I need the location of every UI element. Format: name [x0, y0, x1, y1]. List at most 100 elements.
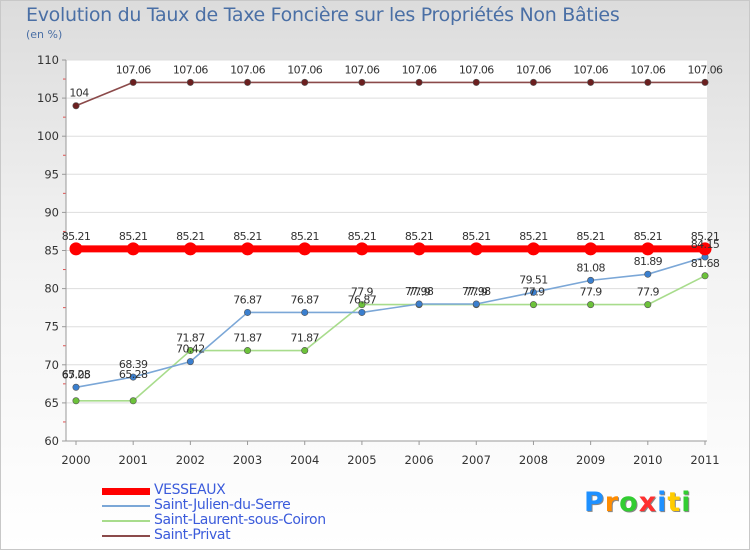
data-point — [186, 347, 194, 355]
series-line — [75, 81, 705, 107]
y-tick-label: 60 — [44, 434, 59, 448]
data-point — [415, 78, 423, 86]
data-point — [298, 242, 312, 256]
data-point — [358, 301, 366, 309]
data-point — [301, 347, 309, 355]
x-tick-label: 2009 — [576, 453, 605, 467]
data-label: 79.51 — [519, 273, 548, 286]
data-point — [244, 78, 252, 86]
data-label: 76.87 — [348, 293, 377, 306]
legend-label: Saint-Laurent-sous-Coiron — [154, 512, 326, 528]
x-tick-label: 2008 — [519, 453, 548, 467]
data-point — [301, 308, 309, 316]
data-point — [415, 300, 423, 308]
proxiti-logo: Proxiti — [584, 487, 692, 518]
data-point — [644, 301, 652, 309]
legend-swatch — [102, 520, 150, 522]
data-label: 81.68 — [691, 257, 720, 270]
data-point — [129, 373, 137, 381]
x-tick-label: 2004 — [290, 453, 319, 467]
y-tick-label: 70 — [44, 358, 59, 372]
data-point — [129, 397, 137, 405]
data-label: 77.98 — [405, 285, 434, 298]
x-tick-label: 2002 — [176, 453, 205, 467]
data-label: 70.42 — [176, 343, 205, 356]
data-label: 107.06 — [459, 63, 494, 76]
data-point — [587, 301, 595, 309]
data-point — [641, 242, 655, 256]
data-point — [69, 242, 83, 256]
data-point — [72, 397, 80, 405]
x-tick-label: 2006 — [404, 453, 433, 467]
data-label: 85.21 — [348, 230, 377, 243]
data-label: 76.87 — [233, 293, 262, 306]
data-point — [701, 272, 709, 280]
y-tick-label: 95 — [44, 167, 59, 181]
data-label: 77.9 — [522, 286, 545, 299]
data-point — [472, 78, 480, 86]
x-tick-label: 2005 — [347, 453, 376, 467]
data-point — [355, 242, 369, 256]
data-point — [72, 102, 80, 110]
data-label: 77.9 — [580, 286, 603, 299]
data-label: 67.05 — [62, 368, 91, 381]
data-label: 71.87 — [176, 332, 205, 345]
data-label: 107.06 — [516, 63, 551, 76]
series-line — [75, 256, 706, 389]
data-label: 107.06 — [287, 63, 322, 76]
data-point — [701, 78, 709, 86]
data-point — [358, 308, 366, 316]
data-label: 104 — [69, 87, 89, 100]
data-label: 107.06 — [402, 63, 437, 76]
data-point — [126, 242, 140, 256]
legend-label: VESSEAUX — [154, 482, 226, 498]
data-label: 107.06 — [688, 63, 723, 76]
data-label: 85.21 — [62, 230, 91, 243]
data-point — [129, 78, 137, 86]
x-tick-label: 2001 — [119, 453, 148, 467]
data-point — [644, 78, 652, 86]
x-tick-label: 2010 — [633, 453, 662, 467]
data-point — [183, 242, 197, 256]
data-label: 65.28 — [62, 368, 91, 381]
data-point — [529, 301, 537, 309]
legend-swatch — [102, 535, 150, 537]
data-point — [301, 78, 309, 86]
data-label: 107.06 — [116, 63, 151, 76]
legend-swatch — [102, 505, 150, 507]
data-label: 85.21 — [634, 230, 663, 243]
logo-letter: t — [667, 487, 682, 518]
data-label: 85.21 — [576, 230, 605, 243]
data-label: 65.28 — [119, 368, 148, 381]
legend-swatch — [102, 488, 150, 495]
y-tick-label: 110 — [37, 53, 59, 67]
data-label: 81.89 — [634, 255, 663, 268]
y-tick-label: 100 — [37, 129, 59, 143]
logo-letter: x — [638, 487, 658, 518]
data-point — [186, 358, 194, 366]
data-point — [72, 383, 80, 391]
data-point — [529, 288, 537, 296]
data-label: 77.9 — [408, 286, 431, 299]
data-point — [472, 300, 480, 308]
data-label: 76.87 — [290, 293, 319, 306]
logo-letter: r — [604, 487, 620, 518]
data-label: 107.06 — [630, 63, 665, 76]
data-point — [584, 242, 598, 256]
data-label: 85.21 — [519, 230, 548, 243]
data-point — [469, 242, 483, 256]
data-point — [587, 78, 595, 86]
y-tick-label: 105 — [37, 91, 59, 105]
data-point — [587, 276, 595, 284]
x-tick-label: 2011 — [690, 453, 719, 467]
data-point — [526, 242, 540, 256]
legend-label: Saint-Privat — [154, 527, 231, 543]
logo-letter: i — [657, 487, 668, 518]
data-label: 77.9 — [465, 286, 488, 299]
data-label: 77.9 — [637, 286, 660, 299]
data-label: 107.06 — [173, 63, 208, 76]
data-label: 71.87 — [233, 332, 262, 345]
chart-title: Evolution du Taux de Taxe Foncière sur l… — [26, 4, 620, 26]
data-label: 107.06 — [344, 63, 379, 76]
